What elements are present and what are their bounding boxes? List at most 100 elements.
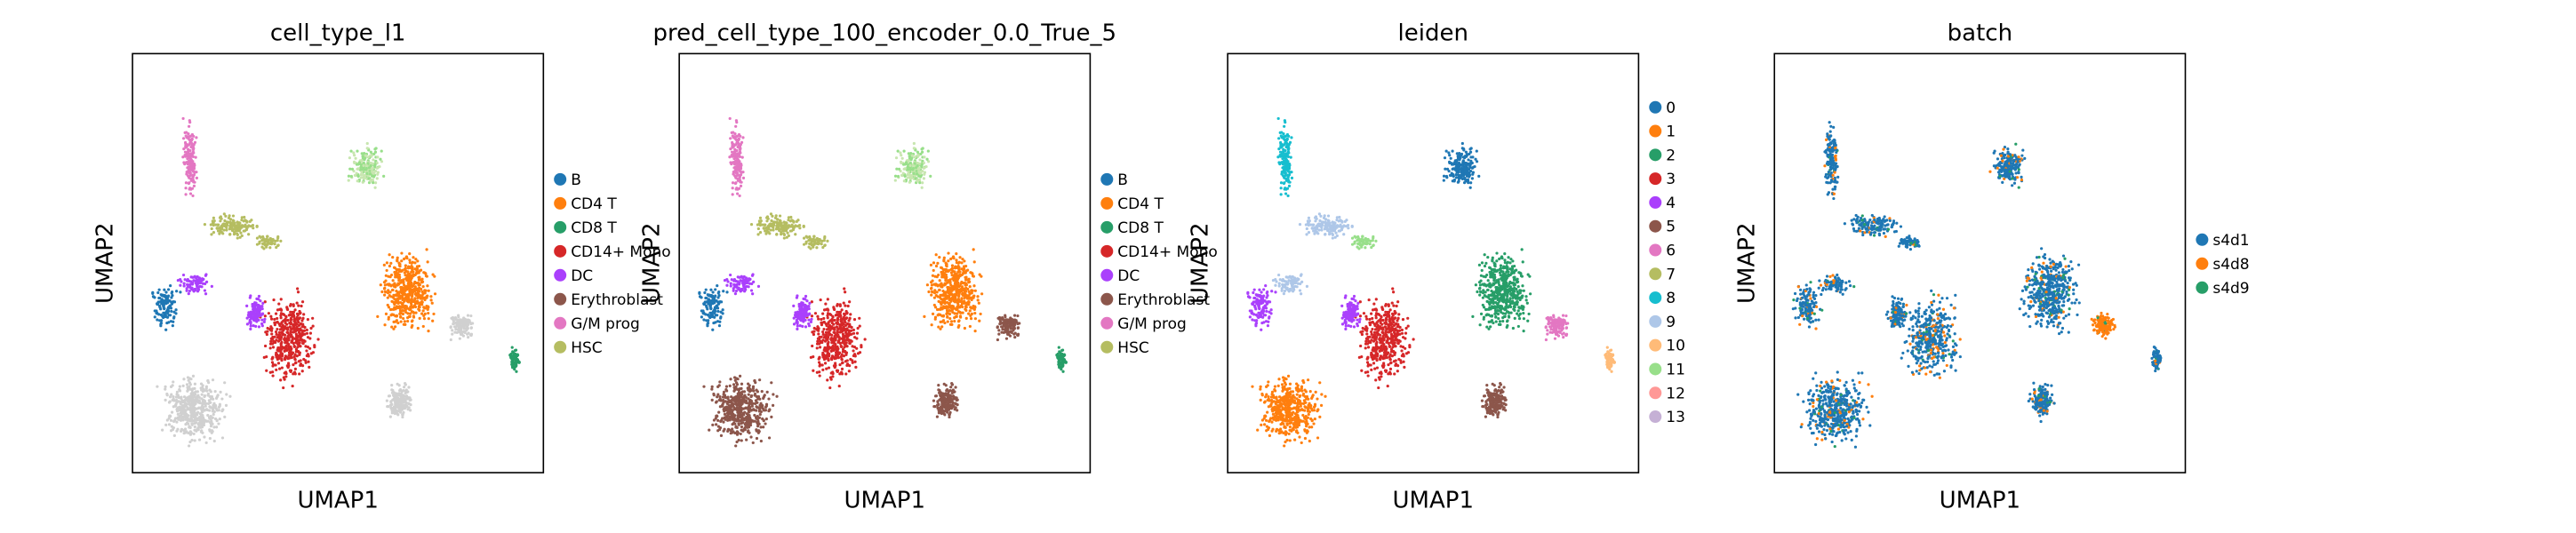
- scatter-point: [408, 314, 412, 318]
- scatter-point: [514, 362, 517, 365]
- scatter-point: [390, 391, 395, 394]
- scatter-point: [405, 274, 409, 278]
- scatter-point: [187, 148, 190, 153]
- scatter-point: [968, 324, 972, 329]
- scatter-point: [969, 271, 972, 274]
- scatter-point: [852, 318, 857, 322]
- scatter-point: [732, 389, 736, 393]
- scatter-point: [807, 238, 811, 243]
- scatter-point: [863, 338, 867, 341]
- scatter-point: [896, 174, 900, 179]
- scatter-point: [222, 212, 226, 216]
- scatter-point: [280, 357, 284, 362]
- scatter-point: [739, 279, 742, 282]
- scatter-point: [275, 338, 278, 342]
- scatter-point: [740, 439, 743, 442]
- scatter-point: [962, 293, 965, 297]
- scatter-point: [967, 299, 971, 304]
- scatter-point: [900, 154, 903, 157]
- scatter-point: [908, 161, 912, 165]
- scatter-point: [289, 330, 292, 333]
- x-axis-label: UMAP1: [297, 488, 378, 514]
- scatter-point: [172, 394, 175, 399]
- scatter-point: [276, 320, 279, 324]
- scatter-point: [387, 306, 391, 309]
- scatter-point: [382, 281, 387, 284]
- scatter-point: [782, 232, 786, 235]
- scatter-point: [292, 303, 295, 306]
- scatter-point: [393, 398, 396, 402]
- scatter-point: [206, 392, 211, 396]
- scatter-point: [913, 162, 916, 165]
- scatter-point: [815, 346, 819, 350]
- scatter-point: [938, 255, 941, 259]
- scatter-point: [390, 409, 395, 412]
- scatter-point: [290, 314, 293, 317]
- scatter-point: [298, 309, 301, 314]
- scatter-point: [172, 434, 176, 437]
- scatter-point: [831, 370, 835, 374]
- scatter-point: [404, 264, 407, 267]
- scatter-point: [737, 423, 740, 426]
- scatter-point: [706, 307, 709, 311]
- scatter-point: [228, 214, 231, 218]
- scatter-point: [409, 290, 413, 294]
- scatter-point: [245, 227, 249, 230]
- scatter-point: [222, 228, 226, 232]
- scatter-point: [404, 388, 408, 392]
- scatter-point: [373, 147, 377, 151]
- scatter-point: [263, 317, 267, 322]
- scatter-point: [515, 370, 518, 373]
- scatter-point: [266, 330, 269, 333]
- legend-label: G/M prog: [571, 315, 640, 333]
- scatter-point: [804, 303, 807, 306]
- scatter-point: [835, 351, 838, 355]
- scatter-point: [893, 179, 897, 182]
- legend-label: DC: [571, 267, 593, 285]
- scatter-point: [744, 279, 748, 282]
- scatter-point: [157, 304, 162, 307]
- scatter-point: [219, 215, 222, 219]
- scatter-point: [851, 361, 854, 364]
- scatter-point: [177, 400, 180, 403]
- scatter-point: [818, 346, 822, 349]
- scatter-point: [896, 149, 900, 153]
- scatter-point: [724, 406, 727, 410]
- scatter-point: [820, 340, 824, 345]
- scatter-point: [454, 317, 458, 322]
- scatter-point: [940, 320, 944, 323]
- scatter-point: [186, 386, 189, 389]
- scatter-point: [269, 314, 273, 318]
- scatter-point: [425, 248, 428, 251]
- scatter-point: [929, 263, 933, 266]
- scatter-point: [403, 320, 406, 323]
- scatter-point: [821, 355, 825, 359]
- scatter-point: [456, 320, 460, 323]
- scatter-point: [751, 386, 755, 390]
- scatter-point: [423, 291, 427, 295]
- scatter-point: [191, 194, 195, 198]
- scatter-point: [401, 413, 404, 417]
- scatter-point: [161, 428, 164, 432]
- scatter-point: [394, 273, 397, 276]
- scatter-point: [293, 353, 297, 356]
- scatter-point: [767, 397, 771, 401]
- scatter-point: [821, 330, 825, 334]
- scatter-point: [832, 364, 836, 368]
- scatter-point: [157, 288, 161, 291]
- scatter-point: [259, 308, 262, 312]
- scatter-point: [255, 224, 259, 228]
- scatter-point: [820, 321, 823, 324]
- scatter-point: [193, 425, 196, 429]
- scatter-point: [378, 164, 381, 169]
- scatter-point: [388, 294, 391, 298]
- scatter-point: [823, 235, 827, 239]
- scatter-point: [349, 174, 354, 179]
- scatter-point: [804, 311, 808, 314]
- scatter-point: [708, 293, 712, 298]
- scatter-point: [279, 239, 283, 243]
- scatter-point: [279, 307, 283, 311]
- scatter-point: [188, 171, 191, 175]
- scatter-point: [352, 151, 356, 155]
